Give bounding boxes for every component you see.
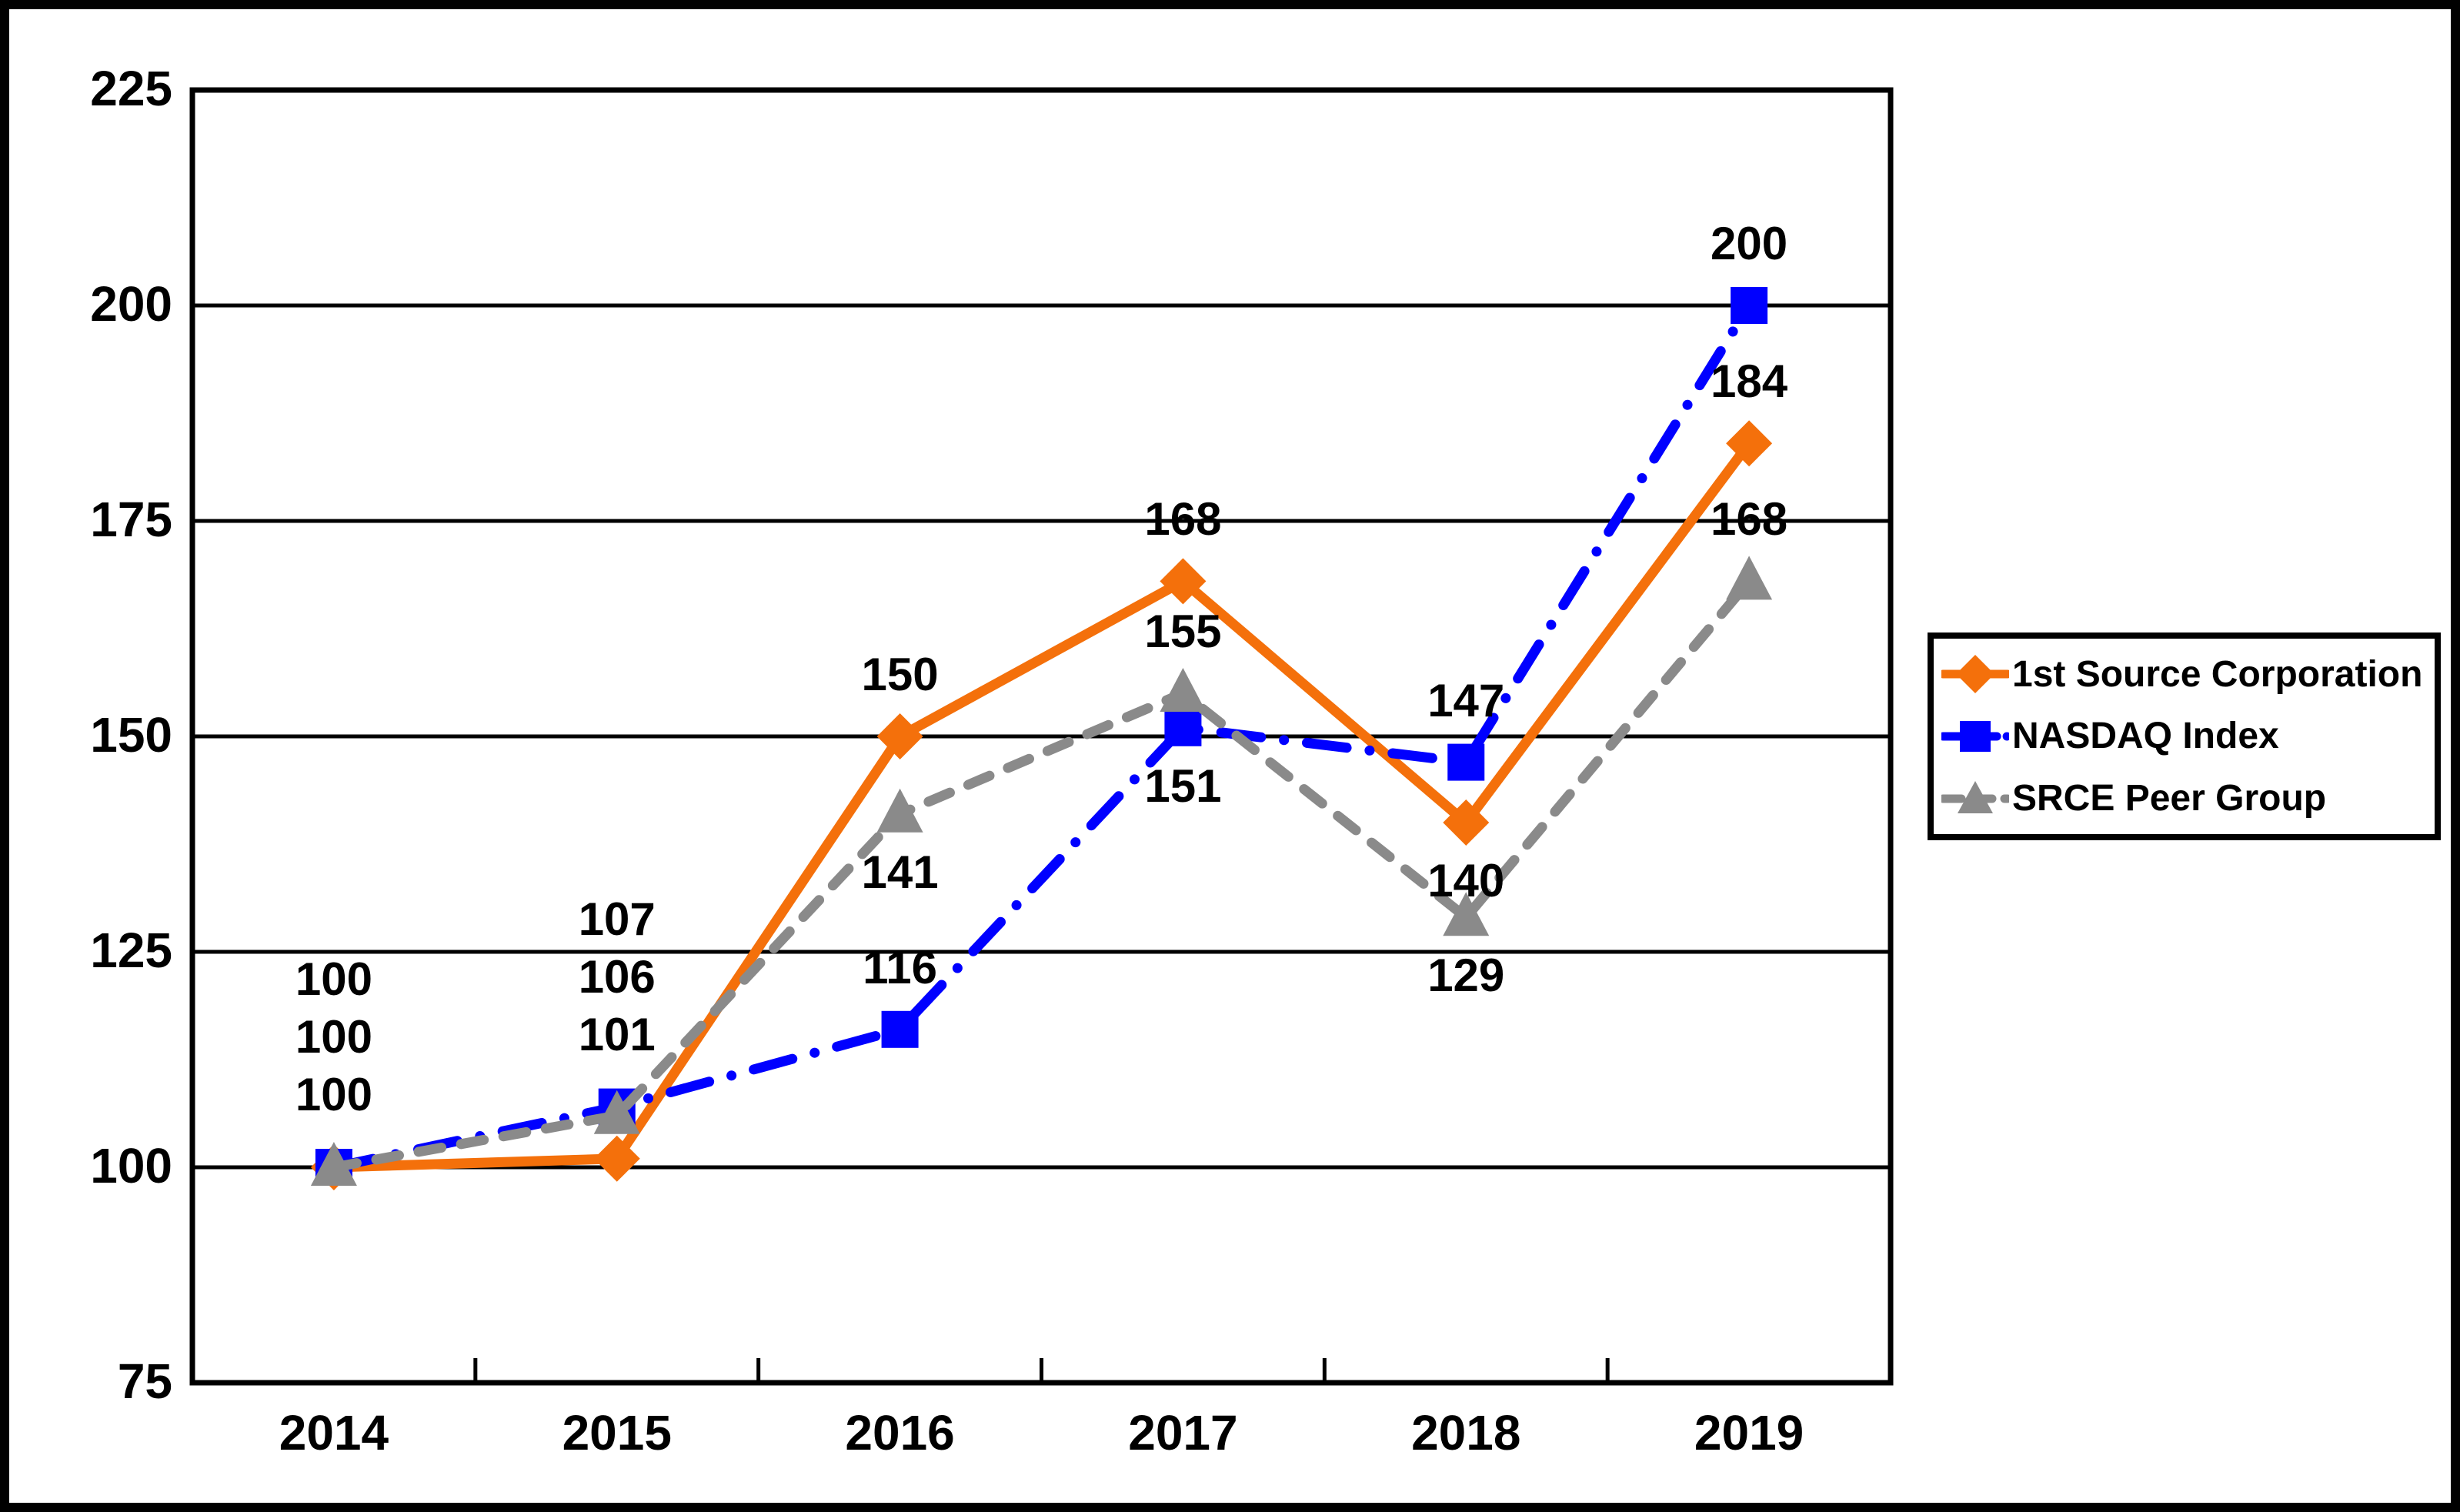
diamond-marker-icon [1941, 655, 2009, 694]
data-label: 100 [295, 1011, 372, 1063]
legend-item-label: 1st Source Corporation [2012, 653, 2423, 695]
data-label: 150 [861, 649, 939, 700]
square-marker [881, 1010, 919, 1048]
x-axis-tick-label: 2016 [845, 1405, 955, 1460]
legend-item: SRCE Peer Group [1941, 768, 2432, 829]
triangle-marker-icon [1941, 780, 2009, 813]
diamond-marker [1443, 799, 1490, 846]
legend-item-label: SRCE Peer Group [2012, 778, 2327, 819]
y-axis-tick-label: 75 [117, 1353, 172, 1409]
triangle-marker [593, 1090, 640, 1134]
data-label: 106 [578, 950, 656, 1003]
data-label: 140 [1427, 855, 1505, 906]
x-axis-tick-label: 2018 [1411, 1405, 1521, 1460]
y-axis-tick-label: 200 [90, 276, 172, 332]
data-label: 168 [1144, 493, 1222, 546]
diamond-marker [1726, 420, 1773, 467]
square-marker [1164, 709, 1202, 746]
data-label: 100 [295, 1069, 372, 1120]
x-axis-tick-label: 2017 [1128, 1405, 1238, 1460]
data-label: 100 [295, 953, 372, 1005]
x-axis-tick-label: 2014 [279, 1405, 389, 1460]
triangle-marker [1160, 668, 1207, 712]
x-axis-tick-label: 2015 [562, 1405, 672, 1460]
data-label: 151 [1144, 759, 1222, 812]
legend-item: 1st Source Corporation [1941, 643, 2432, 705]
data-label: 155 [1144, 606, 1222, 657]
data-label: 101 [578, 1008, 656, 1060]
x-axis-tick-label: 2019 [1694, 1405, 1804, 1460]
series-line-1 [329, 300, 1754, 1173]
y-axis-tick-label: 125 [90, 923, 172, 978]
square-marker [1731, 287, 1768, 324]
y-axis-tick-label: 100 [90, 1138, 172, 1193]
data-label: 168 [1711, 493, 1788, 546]
data-label: 184 [1711, 355, 1788, 408]
triangle-marker [1726, 556, 1773, 600]
y-axis-tick-label: 175 [90, 492, 172, 547]
series-line-0 [329, 438, 1754, 1173]
legend: 1st Source Corporation NASDAQ Index SRCE… [1928, 633, 2441, 840]
legend-item: NASDAQ Index [1941, 706, 2432, 767]
data-label: 107 [578, 893, 656, 945]
data-label: 200 [1711, 218, 1788, 269]
square-marker-icon [1941, 720, 2009, 752]
line-chart-canvas [189, 87, 1894, 1386]
diamond-marker [1160, 558, 1207, 605]
diamond-marker [593, 1135, 640, 1182]
data-label: 147 [1427, 674, 1505, 726]
y-axis-tick-label: 150 [90, 707, 172, 763]
triangle-marker [876, 788, 923, 833]
data-label: 116 [863, 941, 937, 993]
data-label: 129 [1427, 950, 1505, 1002]
square-marker [1447, 743, 1485, 781]
triangle-marker [1443, 892, 1490, 936]
triangle-marker [310, 1142, 357, 1186]
series-line-2 [329, 576, 1754, 1173]
y-axis-tick-label: 225 [90, 61, 172, 116]
diamond-marker [876, 713, 923, 759]
data-label: 141 [861, 846, 939, 898]
legend-item-label: NASDAQ Index [2012, 716, 2279, 757]
plot-border [189, 87, 1894, 1386]
